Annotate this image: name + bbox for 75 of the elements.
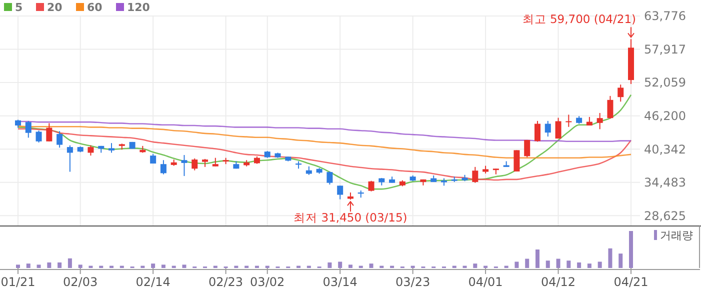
bar: [328, 262, 332, 268]
bar: [608, 248, 612, 268]
bar: [68, 258, 72, 268]
bar: [535, 250, 540, 268]
bar: [514, 262, 519, 268]
legend-label: 거래량: [660, 229, 693, 242]
x-tick-label: 02/03: [63, 275, 98, 289]
bar: [182, 264, 186, 268]
y-tick-label: 34,483: [644, 176, 686, 190]
bar: [473, 264, 478, 268]
line-series: [17, 94, 632, 190]
x-tick-label: 03/02: [250, 275, 285, 289]
y-tick-label: 63,776: [644, 9, 686, 24]
candlestick: [607, 95, 614, 120]
x-tick-label: 03/14: [322, 275, 358, 289]
bar: [26, 264, 30, 268]
bar: [16, 264, 20, 268]
bar: [587, 264, 592, 268]
y-tick-label: 28,625: [644, 208, 686, 223]
x-tick-label: 04/01: [468, 275, 503, 289]
x-tick-label: 04/21: [614, 275, 648, 289]
candlestick: [108, 142, 115, 154]
candlestick: [524, 139, 530, 158]
candlestick: [192, 158, 198, 171]
candlestick: [160, 160, 166, 175]
bar: [338, 262, 342, 268]
x-tick-label: 02/23: [208, 275, 244, 289]
candlestick: [514, 150, 520, 172]
bar: [577, 262, 582, 268]
bar: [525, 258, 530, 268]
candlestick: [596, 112, 603, 130]
candlestick: [566, 114, 572, 128]
bar: [546, 260, 550, 268]
legend-label: 20: [47, 1, 63, 14]
bar: [369, 264, 374, 268]
candlestick: [472, 166, 478, 184]
bar: [151, 264, 156, 268]
candlestick: [181, 154, 188, 177]
candlestick: [544, 120, 551, 138]
candlestick: [88, 144, 94, 156]
x-tick-label: 04/12: [540, 275, 576, 289]
candlestick: [368, 180, 374, 192]
bar: [566, 260, 571, 268]
bar: [161, 264, 166, 268]
bar: [36, 264, 41, 268]
annotation: 최저 31,450 (03/15): [294, 210, 408, 225]
y-tick-label: 40,342: [644, 142, 686, 156]
bar: [629, 231, 633, 268]
bar: [618, 254, 623, 268]
legend-label: 5: [15, 1, 23, 14]
x-tick-label: 02/14: [136, 275, 170, 289]
x-tick-label: 01/21: [0, 275, 36, 289]
bar: [556, 258, 560, 268]
candlestick: [326, 170, 333, 186]
bar: [598, 262, 602, 268]
candlestick: [534, 120, 540, 142]
x-tick-label: 03/23: [396, 275, 430, 289]
annotation: 최고 59,700 (04/21): [522, 12, 636, 26]
bar: [348, 264, 352, 268]
candlestick: [555, 117, 562, 140]
bar: [78, 264, 82, 268]
y-tick-label: 57,917: [644, 42, 686, 56]
candlestick: [46, 122, 52, 142]
bar: [47, 262, 52, 268]
candlestick: [25, 120, 32, 138]
y-tick-label: 52,059: [644, 76, 686, 90]
candlestick: [66, 144, 73, 172]
candlestick: [618, 84, 624, 102]
candlestick: [337, 185, 344, 200]
legend-label: 120: [127, 1, 150, 14]
candlestick: [56, 130, 63, 148]
candlestick: [36, 130, 42, 144]
legend-label: 60: [87, 1, 103, 14]
y-tick-label: 46,200: [644, 109, 686, 124]
bar: [58, 262, 62, 268]
